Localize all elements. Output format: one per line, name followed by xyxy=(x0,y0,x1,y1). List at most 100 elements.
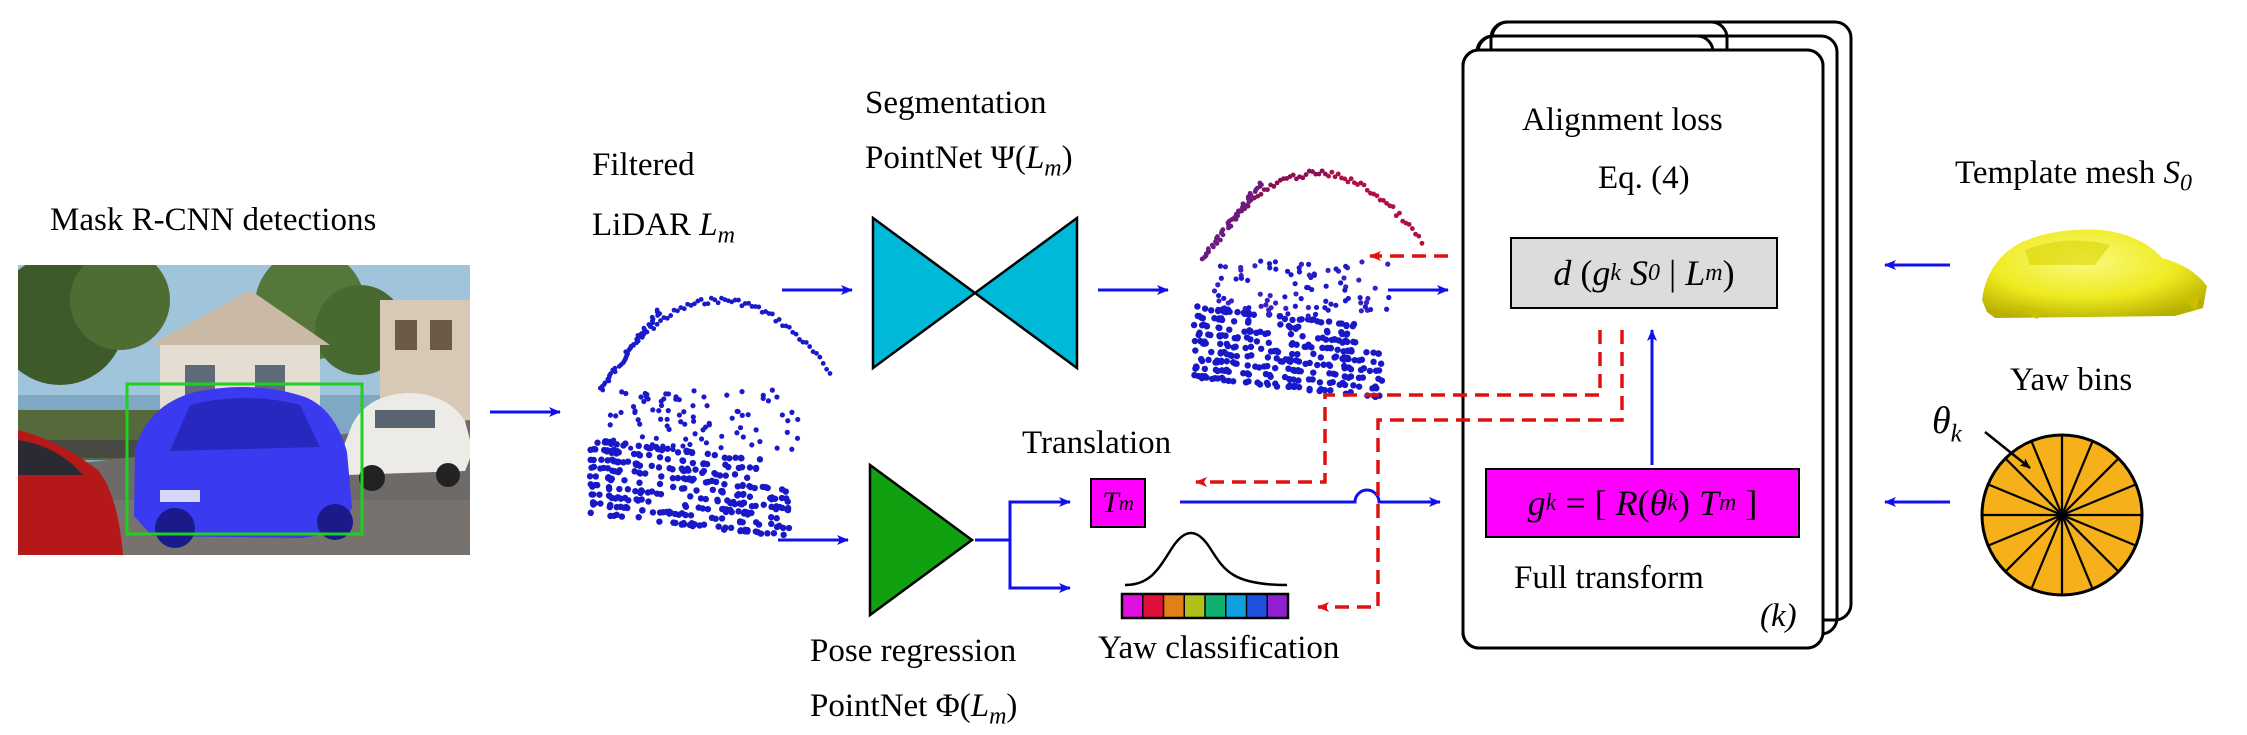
point xyxy=(635,442,642,450)
theta-pointer-line xyxy=(1984,431,2031,469)
point xyxy=(1234,335,1241,342)
point xyxy=(1386,294,1392,301)
point xyxy=(712,478,720,486)
point xyxy=(1209,242,1215,248)
point xyxy=(1350,338,1357,346)
translation-label: Translation xyxy=(1022,425,1172,461)
point xyxy=(1241,328,1248,335)
point xyxy=(1257,291,1263,297)
point xyxy=(756,456,764,463)
point xyxy=(1344,338,1351,346)
point xyxy=(795,416,801,423)
point xyxy=(827,371,833,376)
point xyxy=(1264,297,1270,303)
point xyxy=(670,446,676,453)
point xyxy=(642,470,649,477)
point xyxy=(741,508,748,516)
point xyxy=(601,446,608,454)
point xyxy=(1342,287,1348,293)
point xyxy=(646,322,652,327)
point xyxy=(602,438,609,445)
point xyxy=(1253,338,1261,345)
point xyxy=(1211,288,1218,294)
mask-rcnn-label: Mask R-CNN detections xyxy=(50,202,377,238)
point xyxy=(614,494,622,501)
point xyxy=(654,307,660,313)
yaw-bin-spoke xyxy=(2061,457,2120,516)
arrow-pose-to-translation xyxy=(975,497,1071,542)
point xyxy=(1409,226,1415,231)
point xyxy=(597,500,604,507)
point xyxy=(729,415,735,421)
point xyxy=(701,394,707,400)
point xyxy=(1363,349,1370,356)
point xyxy=(609,467,616,474)
point xyxy=(646,446,652,452)
point xyxy=(1338,328,1345,336)
yaw-bar-cell xyxy=(1142,594,1164,618)
point xyxy=(1359,259,1365,265)
point xyxy=(704,450,711,458)
point xyxy=(771,495,779,502)
point xyxy=(1267,292,1273,299)
point xyxy=(696,522,703,529)
template-mesh-label: Template mesh S0 xyxy=(1955,155,2192,197)
point xyxy=(1215,234,1220,239)
point xyxy=(689,459,697,467)
point xyxy=(783,506,791,513)
point xyxy=(746,493,754,500)
point xyxy=(774,445,780,451)
point xyxy=(1205,331,1212,338)
point xyxy=(1285,311,1291,317)
point xyxy=(742,526,749,533)
point xyxy=(767,514,775,521)
point xyxy=(779,412,785,418)
point xyxy=(1211,374,1219,382)
point xyxy=(633,460,641,467)
yaw-bin-spoke xyxy=(2030,514,2064,590)
point xyxy=(690,475,697,483)
segmentation-label-line1: Segmentation xyxy=(865,85,1047,121)
point xyxy=(1362,304,1368,310)
point xyxy=(1343,263,1349,269)
point xyxy=(1217,340,1224,348)
point xyxy=(657,490,665,498)
point xyxy=(803,340,809,345)
point xyxy=(1219,332,1226,339)
point xyxy=(1333,266,1339,272)
point xyxy=(612,365,618,371)
point xyxy=(797,337,802,342)
point xyxy=(1365,295,1371,302)
point xyxy=(664,445,671,452)
point xyxy=(1257,345,1265,352)
segmented-pointcloud xyxy=(1190,168,1425,401)
point xyxy=(1323,298,1329,304)
point xyxy=(1234,308,1241,316)
point xyxy=(1345,355,1352,363)
point xyxy=(1200,321,1207,328)
point xyxy=(658,473,665,480)
point xyxy=(1332,174,1338,180)
point xyxy=(739,303,745,309)
mask-rcnn-image xyxy=(18,265,470,555)
point xyxy=(1311,272,1318,278)
yaw-bin-spokes xyxy=(1982,435,2142,595)
point xyxy=(1390,204,1396,210)
point xyxy=(664,456,671,463)
point xyxy=(1325,318,1333,325)
point xyxy=(691,388,697,394)
point xyxy=(1190,321,1198,329)
point xyxy=(793,331,799,337)
point xyxy=(712,297,718,303)
point xyxy=(702,479,710,486)
point xyxy=(1212,366,1220,374)
point xyxy=(1292,281,1298,287)
point xyxy=(1267,373,1274,380)
point xyxy=(734,483,741,490)
point xyxy=(1201,305,1209,312)
point xyxy=(1355,383,1363,390)
point xyxy=(1419,240,1425,246)
point xyxy=(616,467,623,474)
point xyxy=(1345,364,1353,371)
point xyxy=(587,446,594,454)
